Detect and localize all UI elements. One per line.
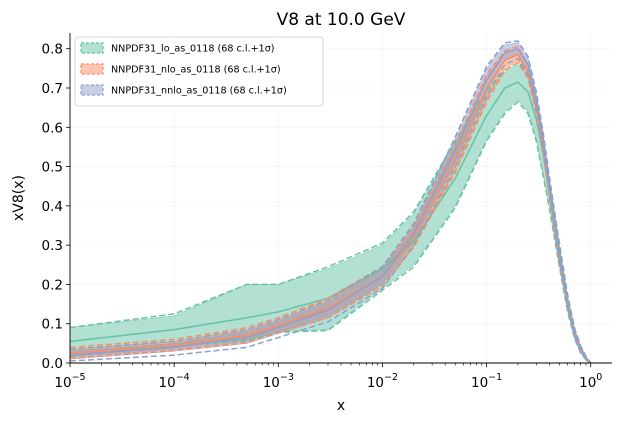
uncertainty-band-0: [70, 64, 591, 363]
x-tick-label: 10−1: [471, 372, 502, 391]
x-tick-label: 10−3: [263, 372, 294, 391]
y-tick-label: 0.3: [42, 238, 63, 254]
x-tick-label: 10−5: [54, 372, 85, 391]
x-tick-label: 100: [579, 372, 602, 391]
x-axis-label: x: [337, 398, 345, 414]
legend-swatch-0: [80, 42, 104, 54]
lower-bound-line-0: [70, 100, 591, 363]
y-tick-label: 0.2: [42, 277, 63, 293]
chart-title: V8 at 10.0 GeV: [277, 10, 406, 30]
legend: NNPDF31_lo_as_0118 (68 c.l.+1σ) NNPDF31_n…: [74, 36, 324, 107]
y-tick-label: 0.0: [42, 356, 63, 372]
central-line-2: [70, 47, 592, 363]
x-tick-label: 10−4: [159, 372, 190, 391]
x-tick-label: 10−2: [367, 372, 398, 391]
legend-swatch-1: [80, 63, 104, 75]
lower-bound-line-2: [70, 57, 592, 363]
y-tick-label: 0.7: [42, 81, 63, 97]
y-tick-label: 0.1: [42, 317, 63, 333]
y-tick-label: 0.6: [42, 120, 63, 136]
y-ticks: 0.0 0.1 0.2 0.3 0.4 0.5 0.6 0.7 0.8: [42, 42, 70, 372]
y-tick-label: 0.8: [42, 42, 63, 58]
legend-box: [74, 36, 324, 107]
legend-label-2: NNPDF31_nnlo_as_0118 (68 c.l.+1σ): [111, 86, 287, 97]
legend-label-0: NNPDF31_lo_as_0118 (68 c.l.+1σ): [111, 44, 275, 55]
lower-bound-line-1: [70, 61, 592, 363]
upper-bound-line-1: [70, 45, 592, 363]
y-tick-label: 0.5: [42, 160, 63, 176]
legend-label-1: NNPDF31_nlo_as_0118 (68 c.l.+1σ): [111, 65, 281, 76]
y-tick-label: 0.4: [42, 199, 63, 215]
x-ticks: 10−5 10−4 10−3 10−2 10−1 100: [54, 363, 602, 391]
legend-swatch-2: [80, 84, 104, 96]
upper-bound-line-2: [70, 40, 592, 363]
lines: [70, 40, 592, 363]
y-axis-label: xV8(x): [11, 175, 27, 221]
